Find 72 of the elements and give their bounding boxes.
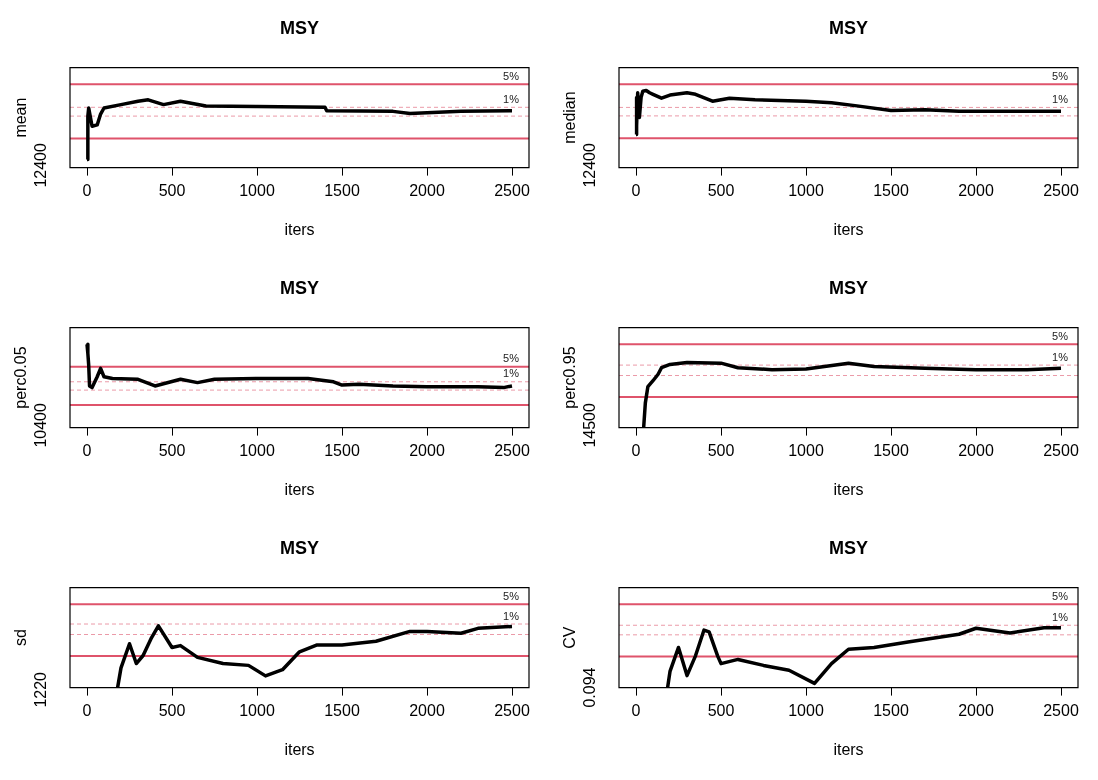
x-tick-label: 1000 [788, 701, 824, 719]
x-axis-title: iters [284, 740, 315, 758]
annotation: 5% [503, 69, 520, 82]
y-axis-title: perc0.05 [12, 346, 30, 409]
x-tick-label: 0 [631, 181, 641, 199]
chart-title: MSY [828, 277, 869, 298]
chart-title: MSY [279, 277, 320, 298]
x-tick-label: 2000 [958, 441, 994, 459]
x-tick-label: 500 [158, 441, 186, 459]
x-tick-label: 2500 [1043, 181, 1079, 199]
chart-title: MSY [828, 17, 869, 38]
text: 10400 [32, 403, 50, 448]
annotation: 1% [503, 367, 520, 380]
y-axis-title: perc0.95 [561, 346, 579, 409]
x-tick-label: 1500 [324, 441, 360, 459]
annotation: 1% [503, 92, 520, 105]
x-tick-label: 1000 [239, 701, 275, 719]
x-tick-label: 2000 [409, 701, 445, 719]
x-axis-title: iters [284, 220, 315, 238]
annotation: 5% [503, 589, 520, 602]
annotation: 5% [503, 352, 520, 365]
x-tick-label: 2000 [958, 181, 994, 199]
x-tick-label: 2500 [494, 181, 530, 199]
x-tick-label: 0 [82, 441, 92, 459]
x-tick-label: 2500 [494, 441, 530, 459]
x-tick-label: 1500 [324, 701, 360, 719]
x-axis-title: iters [833, 220, 864, 238]
x-tick-label: 0 [82, 181, 92, 199]
annotation: 5% [1052, 69, 1069, 82]
x-axis-title: iters [833, 480, 864, 498]
x-tick-label: 1000 [788, 181, 824, 199]
text: 14500 [581, 403, 599, 448]
x-tick-label: 0 [631, 701, 641, 719]
x-tick-label: 1000 [239, 441, 275, 459]
text: 12400 [32, 143, 50, 188]
x-tick-label: 2000 [958, 701, 994, 719]
x-tick-label: 1500 [873, 701, 909, 719]
x-tick-label: 1500 [873, 441, 909, 459]
annotation: 5% [1052, 329, 1069, 342]
x-tick-label: 500 [707, 701, 735, 719]
annotation: 1% [1052, 92, 1069, 105]
x-tick-label: 1000 [788, 441, 824, 459]
x-tick-label: 1000 [239, 181, 275, 199]
x-tick-label: 500 [158, 701, 186, 719]
annotation: 1% [1052, 610, 1069, 623]
annotation: 1% [503, 609, 520, 622]
x-tick-label: 1500 [873, 181, 909, 199]
x-tick-label: 2000 [409, 181, 445, 199]
chart-title: MSY [828, 537, 869, 558]
y-axis-title: median [561, 91, 579, 144]
y-axis-title: CV [561, 626, 579, 649]
x-tick-label: 2500 [1043, 701, 1079, 719]
y-axis-title: mean [12, 97, 30, 138]
chart-title: MSY [279, 17, 320, 38]
text: 12400 [581, 143, 599, 188]
x-tick-label: 500 [158, 181, 186, 199]
annotation: 1% [1052, 350, 1069, 363]
chart-title: MSY [279, 537, 320, 558]
text: 0.094 [581, 667, 599, 708]
x-axis-title: iters [833, 740, 864, 758]
x-axis-title: iters [284, 480, 315, 498]
x-tick-label: 500 [707, 441, 735, 459]
text: 1220 [32, 671, 50, 708]
x-tick-label: 1500 [324, 181, 360, 199]
x-tick-label: 0 [631, 441, 641, 459]
x-tick-label: 2500 [494, 701, 530, 719]
y-axis-title: sd [12, 629, 30, 647]
x-tick-label: 2000 [409, 441, 445, 459]
x-tick-label: 0 [82, 701, 92, 719]
x-tick-label: 2500 [1043, 441, 1079, 459]
annotation: 5% [1052, 589, 1069, 602]
x-tick-label: 500 [707, 181, 735, 199]
